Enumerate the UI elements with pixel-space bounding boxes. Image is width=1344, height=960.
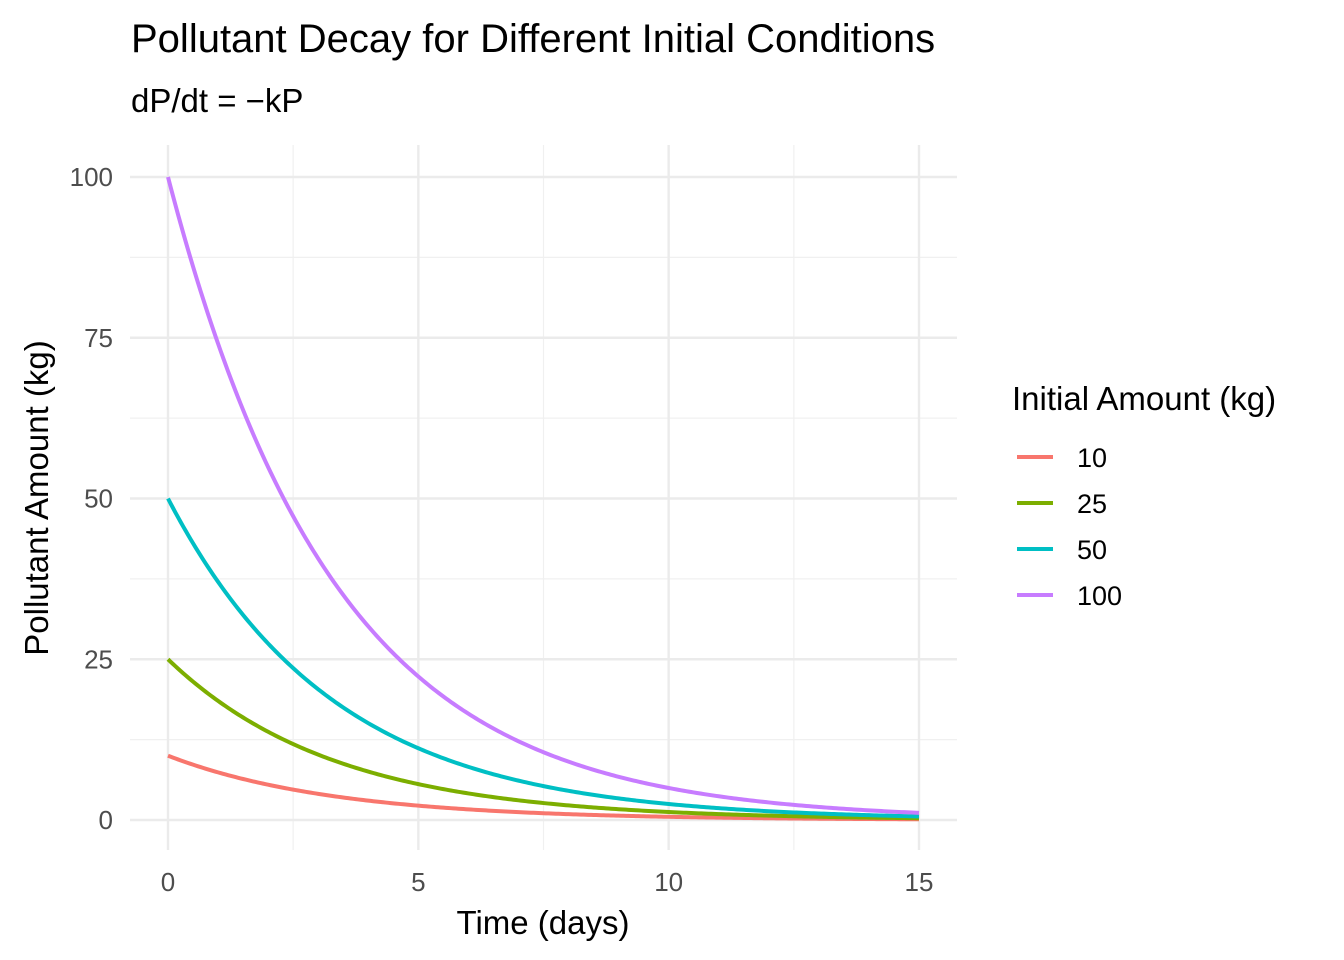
grid	[130, 145, 957, 850]
series-line-25	[166, 657, 920, 821]
series-line-10	[167, 753, 920, 822]
legend-title: Initial Amount (kg)	[1012, 380, 1276, 417]
legend-label-100: 100	[1077, 581, 1122, 611]
x-axis-label: Time (days)	[457, 904, 630, 941]
legend-label-25: 25	[1077, 489, 1107, 519]
axis-ticks: 0 5 10 15 0 25 50 75 100	[70, 162, 934, 897]
chart-subtitle: dP/dt = −kP	[131, 82, 303, 119]
y-tick-label: 25	[84, 644, 113, 674]
x-tick-label: 5	[411, 867, 425, 897]
y-axis-label: Pollutant Amount (kg)	[18, 340, 55, 656]
y-tick-label: 75	[84, 323, 113, 353]
x-tick-label: 10	[654, 867, 683, 897]
legend: Initial Amount (kg) 10 25 50 100	[1012, 380, 1276, 611]
series-lines	[166, 176, 920, 822]
legend-label-50: 50	[1077, 535, 1107, 565]
series-line-50	[166, 497, 920, 819]
x-tick-label: 0	[161, 867, 175, 897]
y-tick-label: 0	[99, 805, 113, 835]
x-tick-label: 15	[905, 867, 934, 897]
y-tick-label: 50	[84, 484, 113, 514]
chart-title: Pollutant Decay for Different Initial Co…	[131, 17, 935, 61]
series-line-100	[166, 176, 920, 815]
y-tick-label: 100	[70, 162, 113, 192]
legend-label-10: 10	[1077, 443, 1107, 473]
